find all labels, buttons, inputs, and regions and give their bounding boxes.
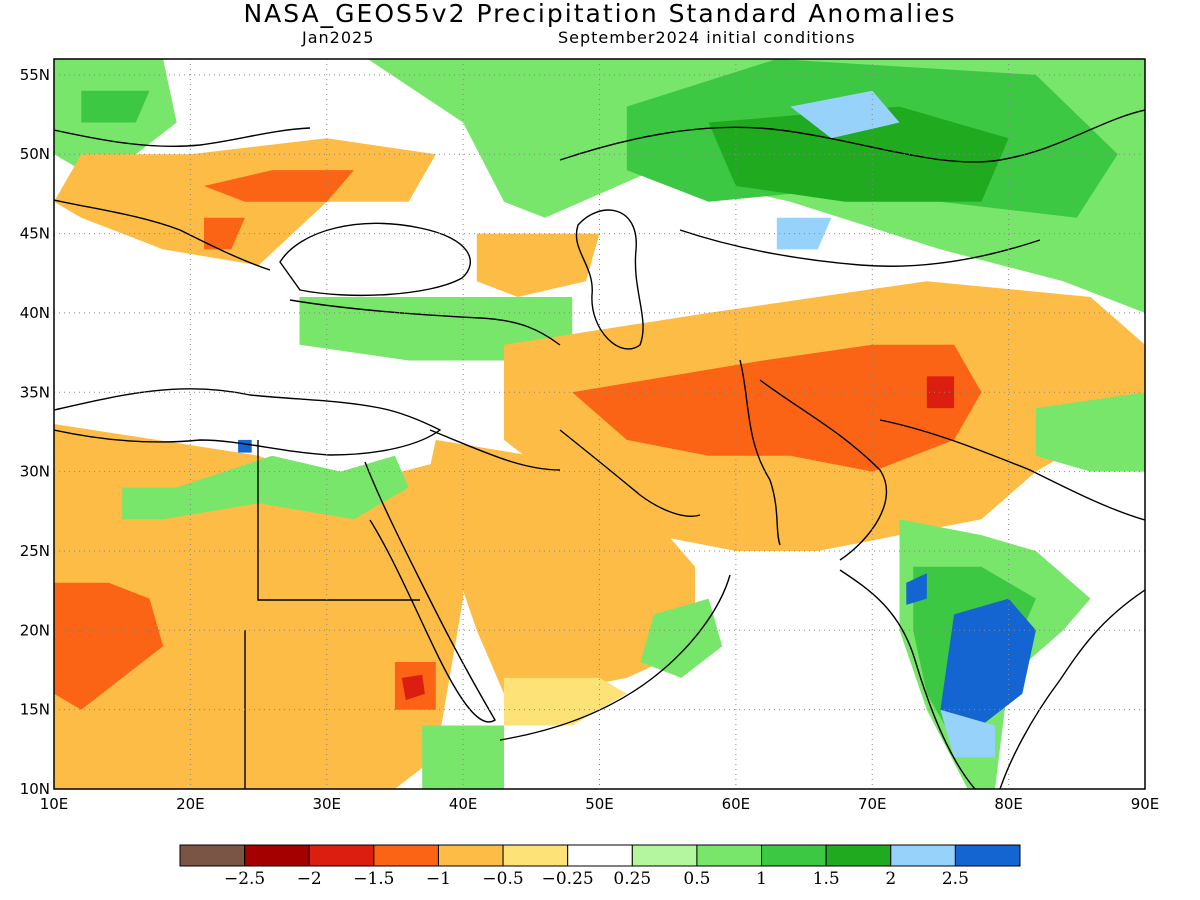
lat-tick-label: 55N: [20, 66, 50, 84]
plot-frame: [53, 58, 1146, 790]
black-sea-coast: [279, 222, 471, 297]
colorbar-label: 1.5: [813, 869, 840, 889]
anomaly-region-8: [204, 170, 354, 202]
lon-tick-label: 70E: [858, 795, 887, 813]
lon-tick-label: 90E: [1131, 795, 1160, 813]
anomaly-region-14: [926, 376, 955, 409]
lon-tick-label: 50E: [585, 795, 614, 813]
colorbar-label: −1.5: [353, 869, 394, 889]
anomaly-region-29: [1035, 392, 1145, 472]
anomaly-region-26: [940, 598, 1036, 726]
lon-tick-label: 20E: [176, 795, 205, 813]
lat-tick-label: 20N: [20, 621, 50, 639]
border-saudi: [429, 429, 561, 471]
colorbar-swatch: [761, 844, 827, 867]
colorbar-swatch: [373, 844, 439, 867]
colorbar-label: 0.5: [683, 869, 710, 889]
arabia-south-coast: [499, 574, 731, 741]
lat-tick-label: 10N: [20, 780, 50, 798]
anomaly-region-28: [906, 573, 927, 605]
lon-tick-label: 80E: [994, 795, 1023, 813]
colorbar-label: 2: [885, 869, 896, 889]
border-kazakh: [559, 109, 1145, 163]
border-himalaya: [879, 419, 1145, 521]
coastline-layer: [54, 109, 1145, 789]
red-sea-coast: [364, 461, 496, 723]
lon-tick-label: 40E: [449, 795, 478, 813]
border-egypt-libya: [257, 440, 420, 601]
anomaly-region-30: [238, 439, 252, 453]
colorbar-label: 2.5: [942, 869, 969, 889]
colorbar-label: −2.5: [224, 869, 265, 889]
longitude-tick-labels: 10E 20E 30E 40E 50E 60E 70E 80E 90E: [40, 795, 1160, 813]
anomaly-region-21: [401, 674, 425, 701]
lat-tick-label: 50N: [20, 145, 50, 163]
colorbar-swatch: [179, 844, 246, 867]
colorbar-swatch: [308, 844, 375, 867]
anomaly-region-27: [940, 709, 995, 758]
lat-lon-grid: [54, 59, 1145, 789]
latitude-tick-labels: 55N 50N 45N 40N 35N 30N 25N 20N 15N 10N: [20, 66, 50, 798]
colorbar-swatch: [502, 844, 569, 867]
caspian-sea-coast: [575, 209, 644, 350]
border-central-asia: [679, 229, 1041, 267]
anomaly-region-10: [476, 233, 600, 297]
lon-tick-label: 60E: [722, 795, 751, 813]
border-turkey: [289, 299, 561, 346]
anomaly-region-22: [122, 455, 409, 520]
colorbar-swatch: [437, 844, 504, 867]
colorbar-swatch: [954, 844, 1021, 867]
border-iran-afghan: [739, 359, 781, 546]
lon-tick-label: 30E: [312, 795, 341, 813]
lon-tick-label: 10E: [40, 795, 69, 813]
colorbar-label: −0.5: [482, 869, 523, 889]
colorbar-swatch: [631, 844, 698, 867]
forecast-month: Jan2025: [302, 28, 375, 47]
anomaly-region-19: [54, 582, 164, 710]
initial-conditions: September2024 initial conditions: [558, 28, 856, 47]
mediterranean-coast: [54, 388, 442, 456]
gulf-coast: [559, 429, 701, 517]
lat-tick-label: 40N: [20, 304, 50, 322]
anomaly-region-17: [640, 598, 723, 678]
colorbar: −2.5 −2 −1.5 −1 −0.5 −0.25 0.25 0.5 1 1.5 2 2.5: [179, 844, 1021, 889]
lat-tick-label: 45N: [20, 225, 50, 243]
colorbar-swatch: [825, 844, 892, 867]
india-east-coast: [999, 589, 1145, 789]
anomaly-region-5: [790, 90, 900, 139]
india-coast: [839, 569, 976, 789]
lat-tick-label: 30N: [20, 463, 50, 481]
anomaly-region-15: [422, 439, 695, 694]
colorbar-label: −2: [297, 869, 322, 889]
colorbar-label: −1: [426, 869, 451, 889]
anomaly-region-16: [504, 677, 627, 726]
anomaly-region-23: [422, 725, 504, 789]
colorbar-label: −0.25: [542, 869, 594, 889]
colorbar-swatch: [567, 844, 633, 867]
anomaly-region-1: [81, 90, 150, 123]
border-europe-2: [54, 199, 271, 271]
colorbar-swatch: [244, 844, 310, 867]
colorbar-label: 1: [756, 869, 767, 889]
lat-tick-label: 15N: [20, 701, 50, 719]
colorbar-swatch: [696, 844, 763, 867]
anomaly-fill-layer: [54, 59, 1145, 789]
anomaly-region-13: [572, 344, 982, 472]
lat-tick-label: 35N: [20, 383, 50, 401]
map-title: NASA_GEOS5v2 Precipitation Standard Anom…: [243, 0, 957, 28]
border-europe-1: [54, 127, 311, 147]
border-pakistan: [759, 379, 888, 561]
lat-tick-label: 25N: [20, 542, 50, 560]
colorbar-swatch: [890, 844, 956, 867]
colorbar-label: 0.25: [613, 869, 651, 889]
